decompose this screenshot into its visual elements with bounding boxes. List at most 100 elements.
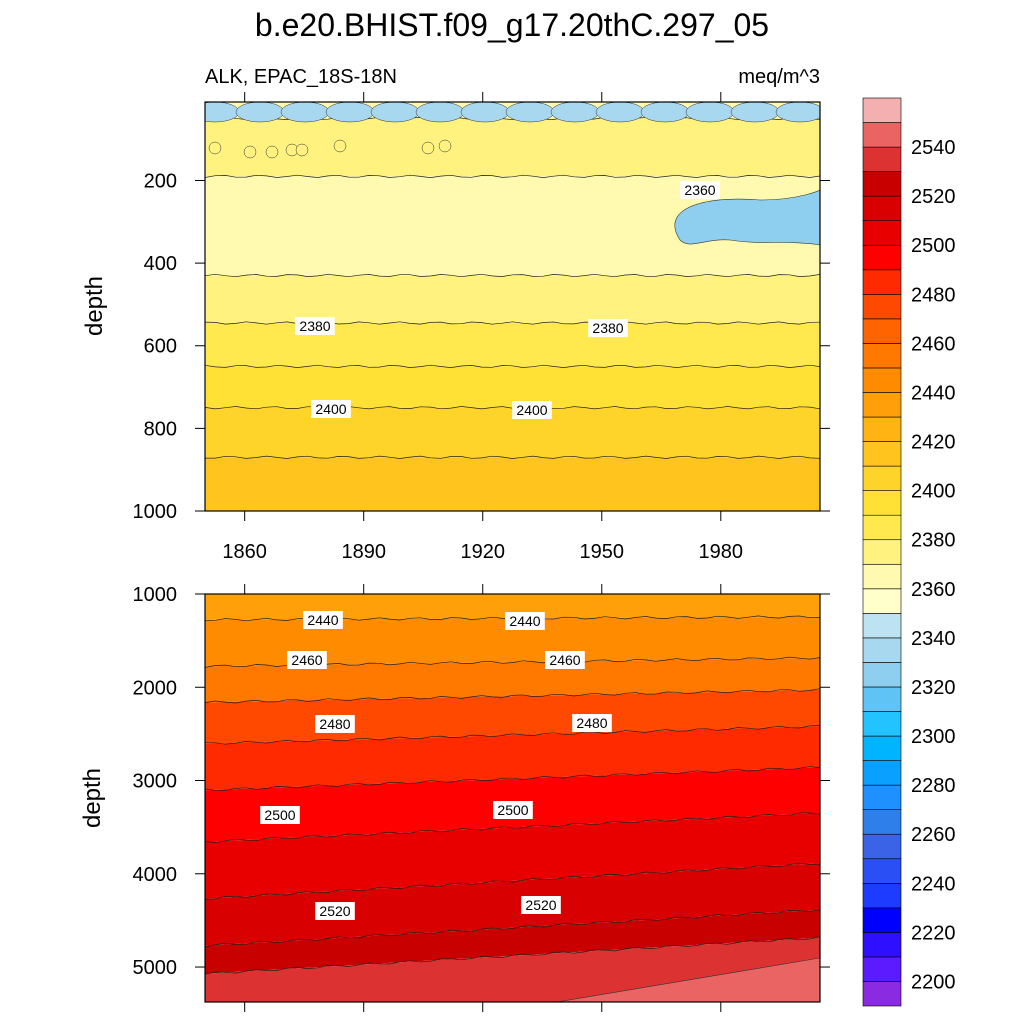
contour-band xyxy=(205,594,820,620)
surface-cell xyxy=(370,102,420,123)
contour-band xyxy=(205,118,820,177)
contour-blob xyxy=(208,141,222,155)
contour-label: 2380 xyxy=(295,317,335,335)
colorbar-box xyxy=(862,563,902,590)
colorbar-box xyxy=(862,146,902,172)
colorbar-box xyxy=(862,220,902,246)
colorbar-tick-label: 2500 xyxy=(911,235,956,257)
lower-depth-panel: 2440 2440 2460 2460 2480 2480 2500 2500 2520 2520… xyxy=(79,584,830,1012)
contour-blob xyxy=(295,143,309,157)
colorbar-box xyxy=(862,244,902,271)
contour-label-text: 2460 xyxy=(549,652,580,668)
contour-line xyxy=(205,725,820,745)
colorbar-tick-label: 2300 xyxy=(911,726,956,748)
contour-band xyxy=(205,909,820,974)
contour-label-text: 2460 xyxy=(291,652,322,668)
contour-label-box xyxy=(311,400,351,418)
contour-label: 2480 xyxy=(315,715,355,733)
x-tick-label: 1890 xyxy=(341,541,386,563)
surface-cell xyxy=(505,102,555,123)
colorbar-box xyxy=(862,294,902,320)
contour-label: 2520 xyxy=(315,902,355,920)
colorbar-box xyxy=(862,465,902,491)
contour-label: 2520 xyxy=(521,896,561,914)
contour-label-box xyxy=(493,801,533,819)
contour-label: 2400 xyxy=(311,400,351,418)
y-tick-label: 3000 xyxy=(133,771,178,793)
contour-band xyxy=(205,323,820,367)
upper-y-axis-label: depth xyxy=(81,276,108,336)
contour-label-text: 2480 xyxy=(576,715,607,731)
colorbar-box xyxy=(862,97,902,123)
colorbar-box xyxy=(862,833,902,860)
contour-label-text: 2380 xyxy=(299,318,330,334)
surface-cell xyxy=(415,102,465,123)
colorbar-tick-label: 2220 xyxy=(911,922,956,944)
colorbar-tick-label: 2340 xyxy=(911,628,956,650)
colorbar-box xyxy=(862,269,902,295)
contour-label-text: 2380 xyxy=(592,320,623,336)
contour-label-box xyxy=(303,611,343,629)
contour-label-text: 2440 xyxy=(307,612,338,628)
y-tick-label: 800 xyxy=(144,418,177,440)
colorbar-tick-label: 2380 xyxy=(911,530,956,552)
contour-band xyxy=(205,457,820,511)
contour-line xyxy=(205,936,820,975)
colorbar-box xyxy=(862,760,902,786)
colorbar-tick-label: 2540 xyxy=(911,137,956,159)
colorbar-tick-label: 2420 xyxy=(911,432,956,454)
contour-label-box xyxy=(505,612,545,630)
colorbar-box xyxy=(862,122,902,148)
contour-label: 2440 xyxy=(303,611,343,629)
colorbar-box xyxy=(862,490,902,516)
contour-line xyxy=(205,862,820,900)
contour-label: 2460 xyxy=(545,651,585,669)
contour-band xyxy=(205,726,820,791)
colorbar-tick-label: 2440 xyxy=(911,382,956,404)
colorbar-box xyxy=(862,735,902,761)
colorbar-box xyxy=(862,441,902,467)
colorbar-box xyxy=(862,588,902,614)
contour-label: 2500 xyxy=(493,801,533,819)
contour-label-box xyxy=(572,714,612,732)
upper-depth-panel: 2360 2380 2380 2400 2400 200 400 600 800 1000 18… xyxy=(81,92,830,563)
lower-y-axis-label: depth xyxy=(79,768,106,828)
colorbar-box xyxy=(862,539,902,565)
x-tick-label: 1980 xyxy=(699,541,744,563)
contour-band xyxy=(205,863,820,946)
surface-cell xyxy=(595,102,645,123)
colorbar-tick-label: 2240 xyxy=(911,873,956,895)
colorbar-tick-label: 2280 xyxy=(911,775,956,797)
colorbar-box xyxy=(862,514,902,541)
surface-cell xyxy=(685,102,735,123)
colorbar-box xyxy=(862,195,902,222)
surface-cell xyxy=(460,102,510,123)
colorbar: 2200 2220 2240 2260 2280 2300 2320 2340 2360 2380… xyxy=(862,97,956,1007)
colorbar-box xyxy=(862,392,902,418)
figure-title: b.e20.BHIST.f09_g17.20thC.297_05 xyxy=(255,7,769,43)
contour-label-box xyxy=(287,651,327,669)
contour-label-box xyxy=(588,319,628,337)
colorbar-box xyxy=(862,882,902,909)
deep-region xyxy=(555,957,820,1002)
y-tick-label: 1000 xyxy=(133,501,178,523)
subtitle-variable-region: ALK, EPAC_18S-18N xyxy=(205,66,397,88)
contour-band xyxy=(205,176,820,276)
contour-band xyxy=(205,275,820,324)
colorbar-tick-label: 2460 xyxy=(911,333,956,355)
contour-label-box xyxy=(315,715,355,733)
surface-cell xyxy=(640,102,690,123)
contour-label-box xyxy=(315,902,355,920)
colorbar-tick-label: 2260 xyxy=(911,824,956,846)
contour-band xyxy=(205,657,820,703)
contour-blob xyxy=(438,139,452,153)
colorbar-box xyxy=(862,981,902,1007)
contour-label-text: 2440 xyxy=(509,613,540,629)
colorbar-box xyxy=(862,809,902,835)
colorbar-box xyxy=(862,171,902,197)
contour-line xyxy=(205,273,820,278)
colorbar-box xyxy=(862,662,902,688)
contour-label-box xyxy=(512,401,552,419)
colorbar-box xyxy=(862,637,902,663)
